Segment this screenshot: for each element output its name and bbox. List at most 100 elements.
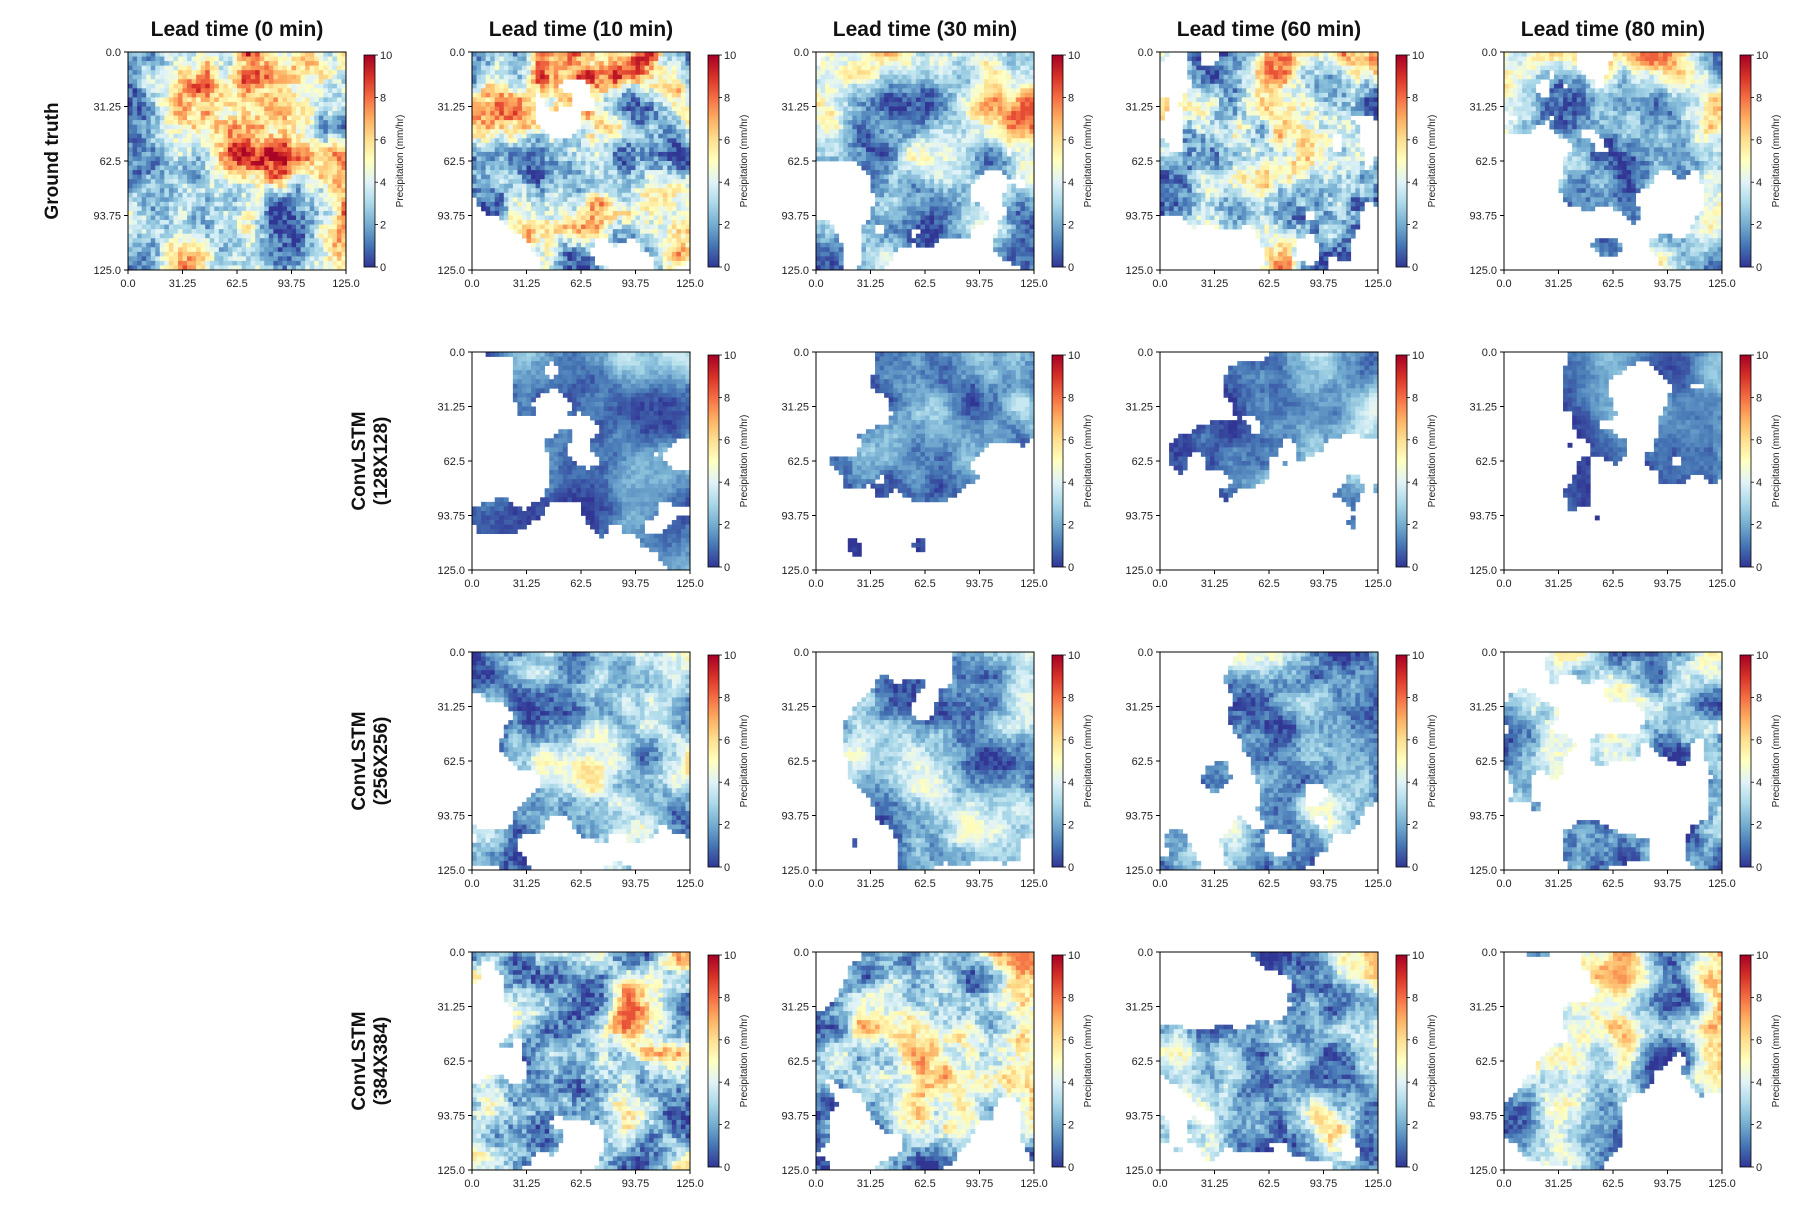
heatmap-cell [911, 84, 916, 89]
heatmap-cell [554, 247, 559, 252]
heatmap-cell [654, 129, 659, 134]
heatmap-cell [187, 75, 192, 80]
heatmap-cell [187, 111, 192, 116]
heatmap-cell [477, 184, 482, 189]
heatmap-cell [178, 125, 183, 130]
heatmap-cell [861, 70, 866, 75]
heatmap-cell [517, 111, 522, 116]
row-label: ConvLSTM(256X256) [349, 711, 392, 810]
heatmap-cell [481, 97, 486, 102]
heatmap-cell [1016, 97, 1021, 102]
heatmap-cell [663, 156, 668, 161]
heatmap-cell [137, 125, 142, 130]
heatmap-cell [613, 170, 618, 175]
heatmap-cell [232, 184, 237, 189]
heatmap-cell [242, 143, 247, 148]
heatmap-cell [640, 97, 645, 102]
heatmap-cell [513, 120, 518, 125]
heatmap-cell [595, 193, 600, 198]
heatmap-cell [517, 156, 522, 161]
heatmap-cell [527, 120, 532, 125]
heatmap-cell [292, 170, 297, 175]
heatmap-cell [531, 102, 536, 107]
heatmap-cell [205, 88, 210, 93]
heatmap-cell [310, 88, 315, 93]
heatmap-cell [604, 138, 609, 143]
heatmap-cell [282, 129, 287, 134]
heatmap-cell [1025, 84, 1030, 89]
heatmap-cell [214, 125, 219, 130]
heatmap-cell [323, 116, 328, 121]
heatmap-cell [980, 66, 985, 71]
heatmap-cell [513, 134, 518, 139]
heatmap-cell [332, 179, 337, 184]
heatmap-cell [192, 238, 197, 243]
heatmap-cell [563, 138, 568, 143]
heatmap-cell [260, 184, 265, 189]
heatmap-cell [531, 57, 536, 62]
x-tick-label: 62.5 [570, 278, 591, 290]
heatmap-cell [301, 125, 306, 130]
heatmap-cell [255, 120, 260, 125]
heatmap-cell [323, 202, 328, 207]
heatmap-cell [187, 70, 192, 75]
heatmap-cell [645, 147, 650, 152]
heatmap-cell [173, 152, 178, 157]
heatmap-cell [337, 166, 342, 171]
heatmap-cell [260, 211, 265, 216]
heatmap-cell [522, 202, 527, 207]
heatmap-cell [1011, 88, 1016, 93]
heatmap-cell [205, 247, 210, 252]
heatmap-cell [137, 206, 142, 211]
heatmap-cell [549, 197, 554, 202]
heatmap-cell [549, 211, 554, 216]
heatmap-cell [310, 170, 315, 175]
heatmap-cell [219, 111, 224, 116]
heatmap-cell [155, 216, 160, 221]
heatmap-cell [830, 97, 835, 102]
heatmap-cell [508, 170, 513, 175]
heatmap-cell [513, 143, 518, 148]
heatmap-cell [319, 107, 324, 112]
heatmap-cell [508, 125, 513, 130]
heatmap-cell [884, 84, 889, 89]
heatmap-cell [314, 188, 319, 193]
heatmap-cell [658, 66, 663, 71]
heatmap-cell [658, 193, 663, 198]
heatmap-cell [640, 206, 645, 211]
heatmap-cell [237, 170, 242, 175]
heatmap-cell [128, 66, 133, 71]
heatmap-cell [232, 97, 237, 102]
heatmap-cell [251, 152, 256, 157]
heatmap-cell [319, 93, 324, 98]
heatmap-cell [187, 184, 192, 189]
heatmap-cell [676, 238, 681, 243]
heatmap-cell [242, 220, 247, 225]
heatmap-cell [998, 97, 1003, 102]
heatmap-cell [1011, 52, 1016, 57]
heatmap-cell [337, 252, 342, 257]
heatmap-cell [645, 225, 650, 230]
heatmap-cell [169, 216, 174, 221]
heatmap-cell [604, 170, 609, 175]
heatmap-cell [187, 202, 192, 207]
heatmap-cell [164, 188, 169, 193]
heatmap-cell [1002, 70, 1007, 75]
heatmap-cell [164, 138, 169, 143]
heatmap-cell [649, 243, 654, 248]
heatmap-cell [645, 175, 650, 180]
heatmap-cell [169, 202, 174, 207]
heatmap-cell [232, 247, 237, 252]
heatmap-cell [287, 156, 292, 161]
heatmap-cell [142, 170, 147, 175]
heatmap-cell [558, 66, 563, 71]
heatmap-cell [676, 147, 681, 152]
heatmap-cell [654, 161, 659, 166]
heatmap-cell [852, 57, 857, 62]
heatmap-cell [540, 170, 545, 175]
y-tick-label: 62.5 [100, 156, 121, 168]
heatmap-cell [681, 229, 686, 234]
heatmap-cell [273, 57, 278, 62]
heatmap-cell [337, 216, 342, 221]
heatmap-cell [269, 102, 274, 107]
